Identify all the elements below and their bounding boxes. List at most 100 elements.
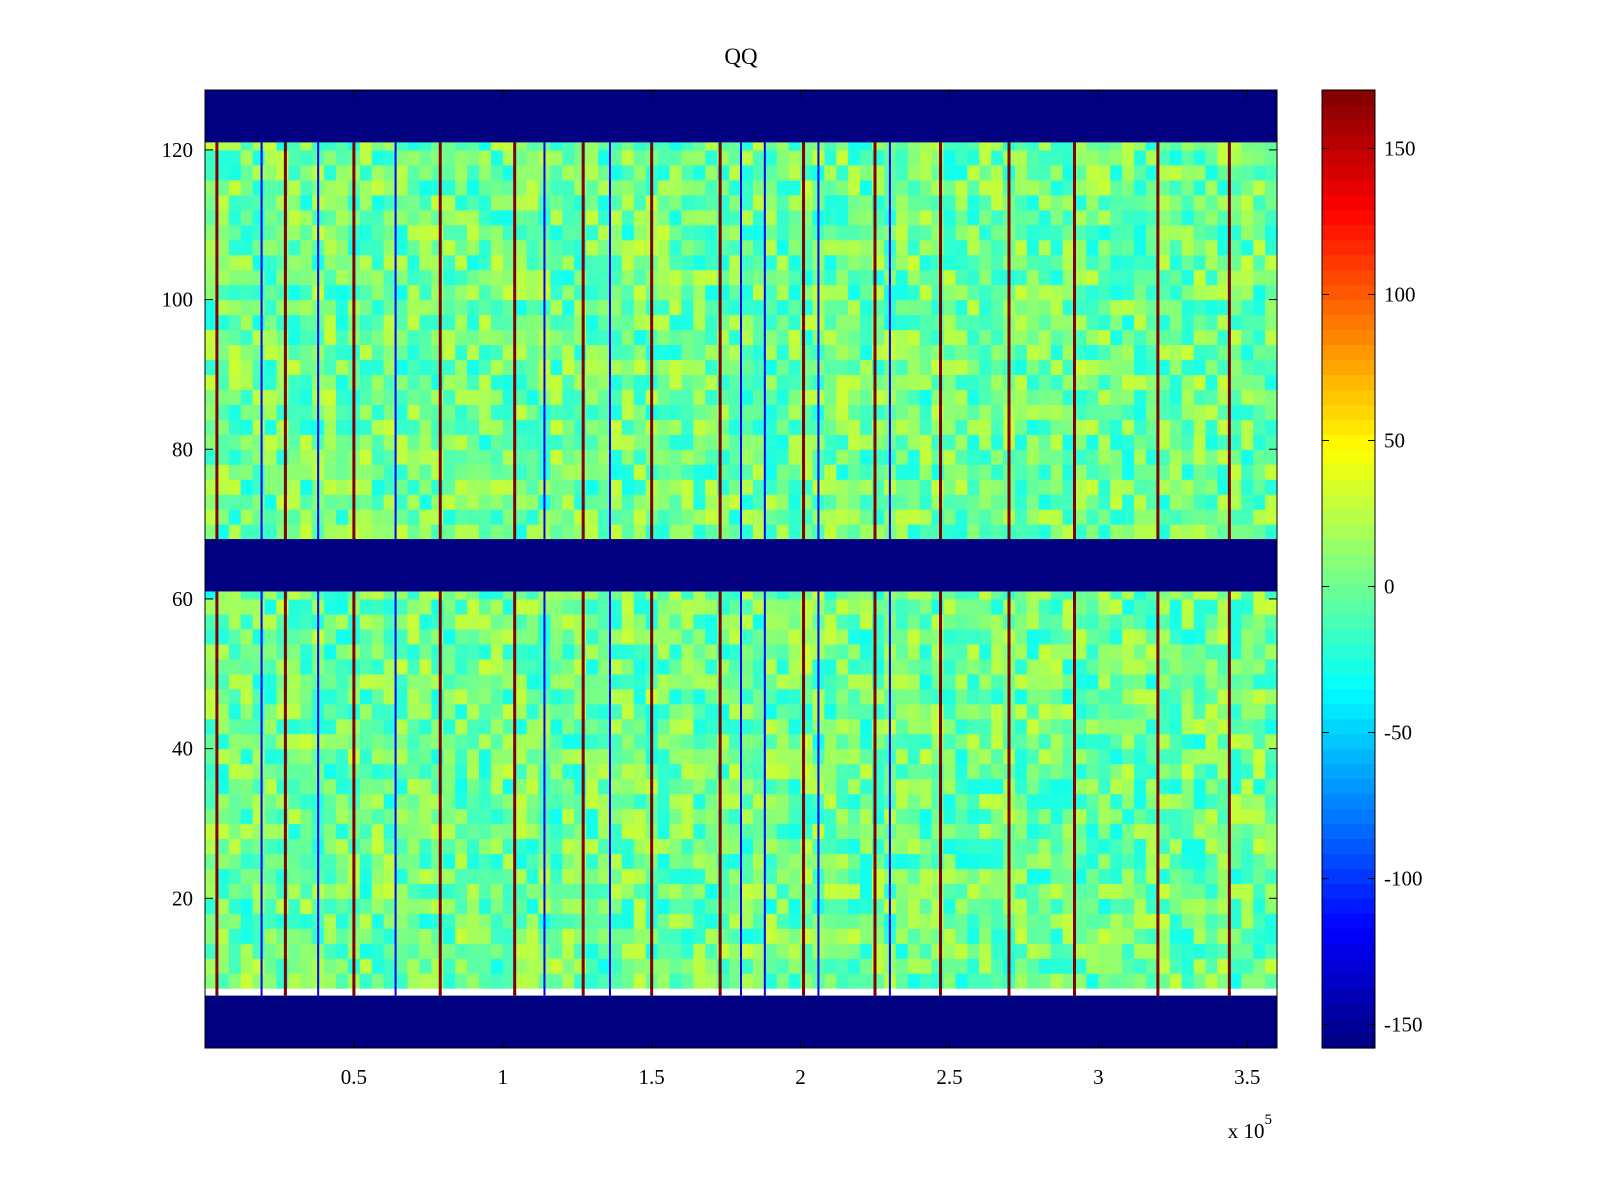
heatmap-cell [1122, 374, 1135, 390]
heatmap-cell [824, 479, 837, 495]
heatmap-cell [1265, 239, 1278, 256]
heatmap-cell [1110, 479, 1123, 495]
heatmap-cell [562, 434, 575, 450]
heatmap-cell [931, 224, 945, 241]
heatmap-cell [514, 628, 528, 645]
heatmap-cell [371, 359, 385, 376]
heatmap-cell [1134, 673, 1147, 690]
heatmap-cell [633, 149, 647, 166]
colorbar-swatch [1322, 793, 1375, 810]
heatmap-cell [1050, 149, 1064, 166]
heatmap-cell [609, 434, 623, 450]
heatmap-cell [836, 883, 849, 899]
heatmap-cell [216, 628, 230, 645]
heatmap-cell [824, 778, 837, 795]
heatmap-cell [562, 464, 575, 480]
heatmap-cell [1181, 838, 1195, 855]
heatmap-cell [836, 389, 849, 405]
heatmap-cell [1014, 643, 1028, 660]
heatmap-cell [1157, 314, 1171, 331]
heatmap-cell [848, 748, 861, 765]
heatmap-cell [1217, 389, 1230, 405]
heatmap-cell [1193, 808, 1207, 825]
heatmap-cell [1014, 613, 1028, 630]
heatmap-cell [752, 524, 766, 540]
heatmap-cell [764, 793, 778, 810]
heatmap-cell [729, 239, 742, 256]
heatmap-cell [1145, 943, 1159, 959]
x-tick-label: 2.5 [936, 1065, 962, 1089]
heatmap-cell [336, 389, 349, 405]
heatmap-cell [1253, 239, 1266, 256]
heatmap-cell [1157, 404, 1171, 420]
heatmap-cell [359, 359, 373, 376]
heatmap-cell [705, 898, 718, 914]
heatmap-cell [1241, 748, 1254, 765]
heatmap-cell [705, 224, 718, 241]
heatmap-cell [1145, 464, 1159, 480]
heatmap-cell [860, 883, 873, 899]
heatmap-cell [419, 344, 432, 361]
heatmap-cell [324, 973, 337, 989]
heatmap-cell [907, 494, 921, 510]
heatmap-cell [359, 149, 373, 166]
heatmap-cell [967, 314, 980, 331]
heatmap-cell [764, 733, 778, 750]
heatmap-cell [1110, 404, 1123, 420]
heatmap-cell [205, 838, 218, 855]
heatmap-cell [371, 239, 385, 256]
heatmap-cell [621, 658, 635, 675]
heatmap-cell [836, 479, 849, 495]
heatmap-cell [205, 778, 218, 795]
heatmap-cell [324, 329, 337, 346]
heatmap-cell [336, 943, 349, 959]
heatmap-cell [860, 209, 873, 226]
heatmap-cell [776, 943, 790, 959]
heatmap-cell [955, 239, 968, 256]
heatmap-cell [252, 868, 266, 884]
heatmap-cell [205, 164, 218, 181]
heatmap-cell [836, 434, 849, 450]
heatmap-cell [526, 284, 540, 301]
heatmap-cell [824, 149, 837, 166]
heatmap-cell [562, 793, 575, 810]
heatmap-cell [1014, 943, 1028, 959]
heatmap-cell [383, 374, 397, 390]
heatmap-cell [336, 509, 349, 525]
heatmap-cell [633, 179, 647, 196]
heatmap-cell [729, 958, 742, 974]
heatmap-cell [621, 703, 635, 720]
heatmap-cell [788, 763, 802, 780]
heatmap-cell [764, 359, 778, 376]
heatmap-cell [276, 239, 289, 256]
heatmap-cell [1229, 853, 1242, 869]
heatmap-cell [1074, 524, 1088, 540]
heatmap-cell [1205, 314, 1219, 331]
heatmap-cell [621, 868, 635, 884]
heatmap-cell [1038, 763, 1052, 780]
heatmap-cell [467, 494, 480, 510]
heatmap-cell [240, 194, 254, 211]
heatmap-cell [1205, 149, 1219, 166]
heatmap-cell [264, 419, 278, 435]
heatmap-cell [252, 179, 266, 196]
heatmap-cell [943, 449, 956, 465]
heatmap-cell [609, 314, 623, 331]
heatmap-cell [514, 389, 528, 405]
heatmap-cell [300, 524, 313, 540]
heatmap-cell [1169, 494, 1183, 510]
heatmap-cell [240, 838, 254, 855]
heatmap-cell [371, 898, 385, 914]
heatmap-cell [550, 254, 563, 271]
heatmap-cell [693, 359, 706, 376]
heatmap-cell [955, 359, 968, 376]
heatmap-cell [979, 179, 992, 196]
heatmap-cell [621, 434, 635, 450]
heatmap-cell [467, 524, 480, 540]
heatmap-cell [1014, 928, 1028, 944]
heatmap-cell [681, 374, 694, 390]
colorbar-swatch [1322, 479, 1375, 495]
heatmap-cell [788, 419, 802, 435]
heatmap-cell [395, 194, 409, 211]
heatmap-cell [776, 374, 790, 390]
